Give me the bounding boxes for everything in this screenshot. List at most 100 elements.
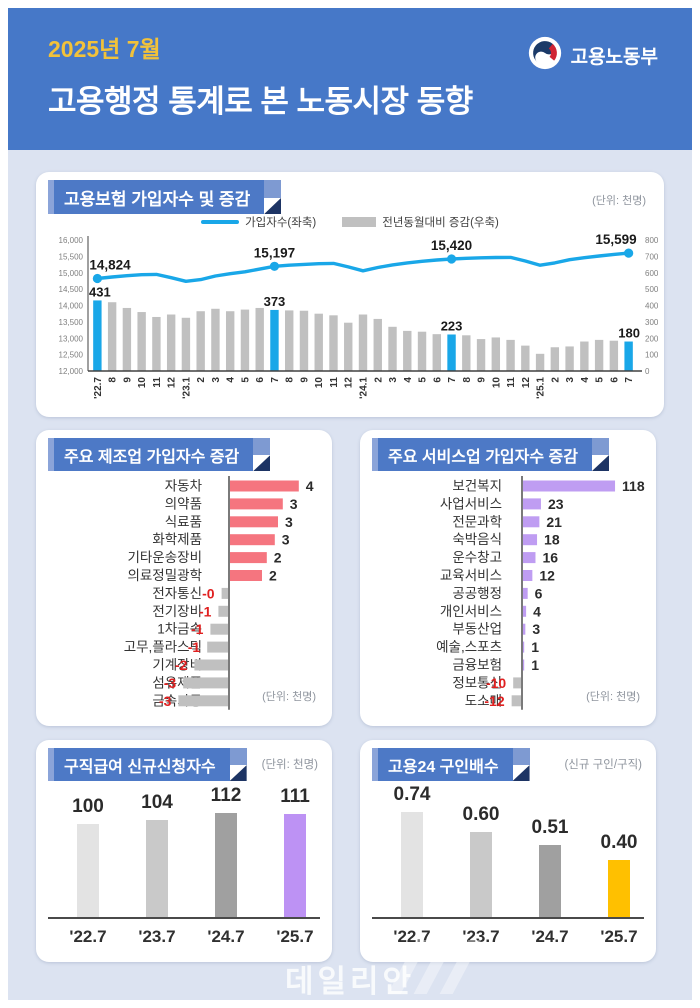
positive-bar <box>230 516 278 528</box>
right-axis-tick: 200 <box>645 334 659 343</box>
manufacturing-chart-svg: 자동차 4 의약품 3 식료품 3 화학제품 3 기타운송장비 2 의료정밀광학 2 전자통신 -0전기장… <box>124 476 314 710</box>
claims-chart-plot: 100 '22.7 104 '23.7 112 '24.7 111 '25.7 <box>36 740 332 962</box>
x-axis-label: 9 <box>477 377 488 383</box>
legend-item-bar: 전년동월대비 증감(우축) <box>342 214 499 230</box>
value-label: 4 <box>306 478 314 494</box>
bar <box>609 340 619 371</box>
x-axis-label: 5 <box>595 377 606 383</box>
value-label: 1 <box>531 657 539 673</box>
x-axis-label: 10 <box>137 377 148 389</box>
card-manufacturing-chart: 주요 제조업 가입자수 증감 자동차 4 의약품 3 식료품 3 화학제품 3 기타운송장비 2 의… <box>36 430 332 726</box>
value-label: 0.60 <box>462 803 500 825</box>
positive-bar <box>230 480 299 492</box>
line-marker <box>624 248 634 258</box>
right-axis-tick: 700 <box>645 252 659 261</box>
category-label: 도소매 <box>465 693 502 708</box>
content-area: 고용보험 가입자수 및 증감 (단위: 천명) 가입자수(좌축) 전년동월대비 … <box>8 150 692 1000</box>
unit-label: (신규 구인/구직) <box>564 759 642 771</box>
value-label: 0.74 <box>393 784 431 805</box>
x-axis-label: 4 <box>226 377 237 383</box>
category-label: 화학제품 <box>152 532 202 547</box>
category-label: 식료품 <box>165 514 202 529</box>
bar <box>550 347 560 371</box>
ribbon-fold-icon <box>512 748 530 781</box>
card-title: 주요 서비스업 가입자수 증감 <box>388 448 578 466</box>
category-label: 기타운송장비 <box>127 550 202 565</box>
bar <box>299 310 309 371</box>
header-banner: 2025년 7월 고용행정 통계로 본 노동시장 동향 고용노동부 <box>8 8 692 150</box>
right-axis-tick: 600 <box>645 269 659 278</box>
bar <box>506 339 515 371</box>
positive-bar <box>523 659 525 671</box>
legend-label: 전년동월대비 증감(우축) <box>382 217 499 229</box>
card-services-chart: 주요 서비스업 가입자수 증감 보건복지 118 사업서비스 23 전문과학 21 숙박음식… <box>360 430 656 726</box>
x-axis-label: 8 <box>108 377 119 383</box>
value-label: 3 <box>290 496 298 512</box>
bar <box>146 820 168 917</box>
positive-bar <box>230 552 267 564</box>
x-axis-label: '22.7 <box>69 927 107 946</box>
bar <box>535 353 545 371</box>
unit-label: (단위: 천명) <box>586 691 640 703</box>
taegeuk-emblem-icon <box>528 36 562 75</box>
ratio-chart-plot: 0.74 '22.7 0.60 '23.7 0.51 '24.7 0.40 '25.7 <box>360 740 656 962</box>
negative-value-label: -2 <box>175 657 188 673</box>
value-label: 4 <box>533 603 541 619</box>
card-title-ribbon: 주요 서비스업 가입자수 증감 <box>372 438 609 471</box>
bar <box>215 813 237 917</box>
negative-value-label: -3 <box>159 693 172 709</box>
category-label: 기계장비 <box>152 658 202 673</box>
bar <box>284 813 306 917</box>
report-period: 2025년 7월 <box>48 36 161 62</box>
line-marker <box>269 261 280 271</box>
card-claims-chart: 구직급여 신규신청자수 (단위: 천명) 100 '22.7 104 '23.7 112… <box>36 740 332 962</box>
x-axis-label: 6 <box>609 377 620 383</box>
line-data-label: 15,197 <box>254 245 295 260</box>
x-axis-label: '24.1 <box>359 377 370 399</box>
bar <box>137 312 146 371</box>
highlighted-bar <box>270 309 279 371</box>
bar <box>521 345 530 371</box>
category-label: 1차금속 <box>157 622 202 637</box>
ribbon-fold-icon <box>253 438 271 471</box>
value-label: 104 <box>141 792 173 814</box>
x-axis-label: '25.1 <box>536 377 547 399</box>
bar <box>388 326 397 371</box>
line-marker <box>446 254 457 264</box>
x-axis-label: 3 <box>388 377 399 383</box>
combo-chart-plot: 16,000 15,500 15,000 14,500 14,000 13,500 13,0… <box>36 228 664 417</box>
right-axis-tick: 400 <box>645 302 659 311</box>
bar <box>329 315 338 371</box>
value-label: 2 <box>269 568 277 584</box>
x-axis-label: 12 <box>521 377 532 389</box>
x-axis-label: 3 <box>565 377 576 383</box>
card-title: 고용24 구인배수 <box>388 758 499 776</box>
x-axis-label: 8 <box>462 377 473 383</box>
bar <box>401 812 423 917</box>
bar <box>373 318 382 371</box>
positive-bar <box>523 623 526 635</box>
card-insured-combo-chart: 고용보험 가입자수 및 증감 (단위: 천명) 가입자수(좌축) 전년동월대비 … <box>36 172 664 417</box>
value-label: 2 <box>274 550 282 566</box>
x-axis-label: 2 <box>196 377 207 383</box>
highlighted-bar <box>624 341 633 371</box>
bar <box>196 311 205 371</box>
card-ratio-chart: 고용24 구인배수 (신규 구인/구직) 0.74'22.7 0.60'23.7 0… <box>360 740 656 962</box>
card-title-ribbon: 고용24 구인배수 <box>372 748 530 781</box>
card-title: 구직급여 신규신청자수 <box>64 758 216 776</box>
category-label: 숙박음식 <box>452 532 502 547</box>
combo-chart-svg: 16,000 15,500 15,000 14,500 14,000 13,500 13,0… <box>59 232 659 399</box>
right-axis-tick: 300 <box>645 318 659 327</box>
bar <box>255 307 264 371</box>
negative-bar <box>513 677 521 689</box>
value-label: 0.40 <box>600 832 638 854</box>
value-label: 21 <box>546 514 562 530</box>
services-chart-plot: 보건복지 118 사업서비스 23 전문과학 21 숙박음식 18 운수창고 16 교육서비스 12 공… <box>360 474 656 710</box>
category-label: 의약품 <box>165 496 202 511</box>
bar <box>166 314 176 371</box>
line-marker <box>92 273 102 284</box>
bar <box>344 322 353 371</box>
x-axis-label: '25.7 <box>600 927 638 946</box>
x-axis-label: 5 <box>240 377 251 383</box>
bar <box>240 309 250 371</box>
